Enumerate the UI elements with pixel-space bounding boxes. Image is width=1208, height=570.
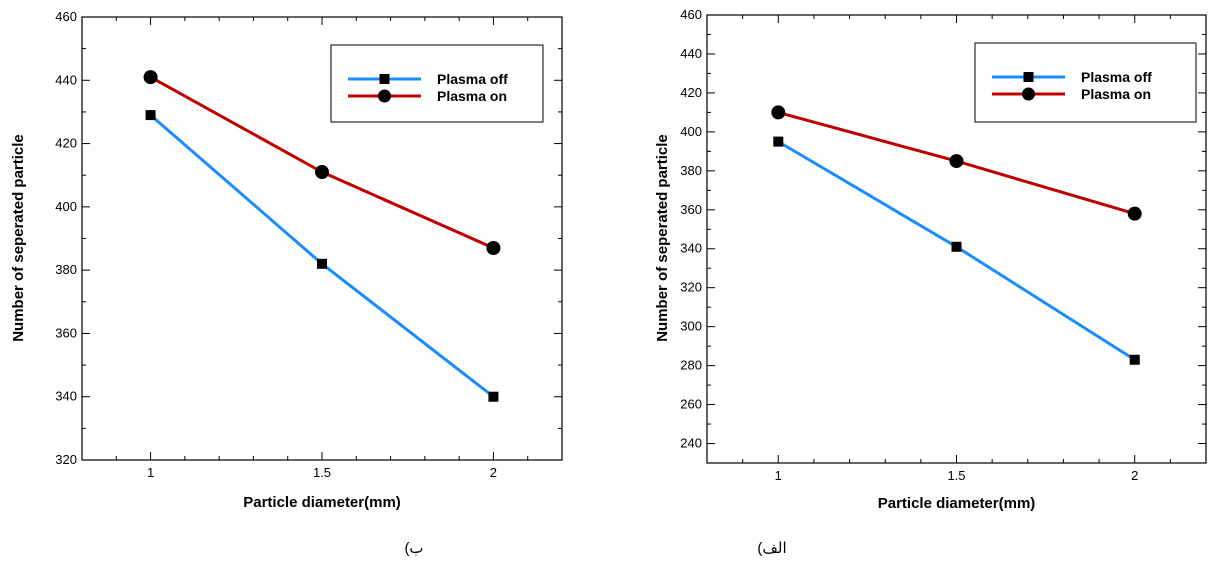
legend-box bbox=[330, 44, 544, 123]
y-tick-label: 440 bbox=[55, 72, 77, 87]
y-tick-label: 340 bbox=[55, 389, 77, 404]
y-tick-label: 240 bbox=[680, 436, 702, 451]
legend-label: Plasma on bbox=[437, 88, 507, 104]
data-point-plasma-on bbox=[949, 154, 964, 169]
y-tick-label: 360 bbox=[680, 202, 702, 217]
data-point-plasma-off bbox=[317, 258, 327, 269]
data-point-plasma-on bbox=[315, 165, 329, 180]
data-point-plasma-on bbox=[486, 240, 501, 255]
y-tick-label: 300 bbox=[680, 319, 702, 334]
data-point-plasma-on bbox=[143, 70, 158, 85]
y-tick-label: 280 bbox=[680, 358, 702, 373]
y-tick-label: 340 bbox=[680, 241, 702, 256]
y-tick-label: 260 bbox=[680, 397, 702, 412]
data-point-plasma-on bbox=[771, 105, 786, 120]
x-axis-title: Particle diameter(mm) bbox=[878, 495, 1036, 512]
y-tick-label: 460 bbox=[680, 7, 702, 22]
legend-marker-circle bbox=[378, 89, 391, 103]
y-tick-label: 380 bbox=[55, 262, 77, 277]
x-tick-label: 1 bbox=[775, 468, 782, 483]
x-tick-label: 1.5 bbox=[313, 465, 331, 480]
legend-marker-square bbox=[1023, 72, 1034, 82]
x-tick-label: 2 bbox=[1131, 468, 1138, 483]
chart-caption: الف) bbox=[757, 540, 786, 557]
series-line-plasma-off bbox=[149, 113, 495, 398]
y-tick-label: 440 bbox=[680, 46, 702, 61]
chart-right: 240 260 280 300 320 340 360 380 400 420 440 460 1 1.5… bbox=[654, 7, 1207, 557]
x-tick-label: 1 bbox=[147, 465, 154, 480]
y-tick-label: 380 bbox=[680, 163, 702, 178]
legend-label: Plasma off bbox=[1081, 69, 1152, 85]
data-point-plasma-off bbox=[488, 391, 499, 402]
y-tick-label: 420 bbox=[55, 136, 77, 151]
data-point-plasma-off bbox=[773, 136, 784, 147]
y-tick-label: 400 bbox=[680, 124, 702, 139]
y-tick-label: 360 bbox=[55, 325, 77, 340]
y-tick-label: 420 bbox=[680, 85, 702, 100]
legend-label: Plasma on bbox=[1081, 86, 1151, 102]
y-tick-label: 460 bbox=[55, 9, 77, 24]
x-tick-label: 2 bbox=[490, 465, 497, 480]
legend-marker-square bbox=[379, 74, 390, 84]
x-axis-title: Particle diameter(mm) bbox=[243, 494, 401, 511]
data-point-plasma-off bbox=[951, 241, 962, 252]
data-point-plasma-off bbox=[1129, 354, 1140, 365]
y-axis-title: Number of seperated particle bbox=[654, 134, 671, 342]
legend-marker-circle bbox=[1022, 87, 1035, 101]
y-axis-title: Number of seperated particle bbox=[10, 134, 27, 342]
y-tick-label: 320 bbox=[55, 452, 77, 467]
data-point-plasma-on bbox=[1127, 206, 1142, 221]
legend-box bbox=[974, 42, 1197, 123]
x-tick-label: 1.5 bbox=[947, 468, 965, 483]
data-point-plasma-off bbox=[145, 110, 156, 121]
chart-caption: ب) bbox=[404, 540, 423, 557]
y-tick-label: 320 bbox=[680, 280, 702, 295]
y-tick-label: 400 bbox=[55, 199, 77, 214]
legend-label: Plasma off bbox=[437, 71, 508, 87]
